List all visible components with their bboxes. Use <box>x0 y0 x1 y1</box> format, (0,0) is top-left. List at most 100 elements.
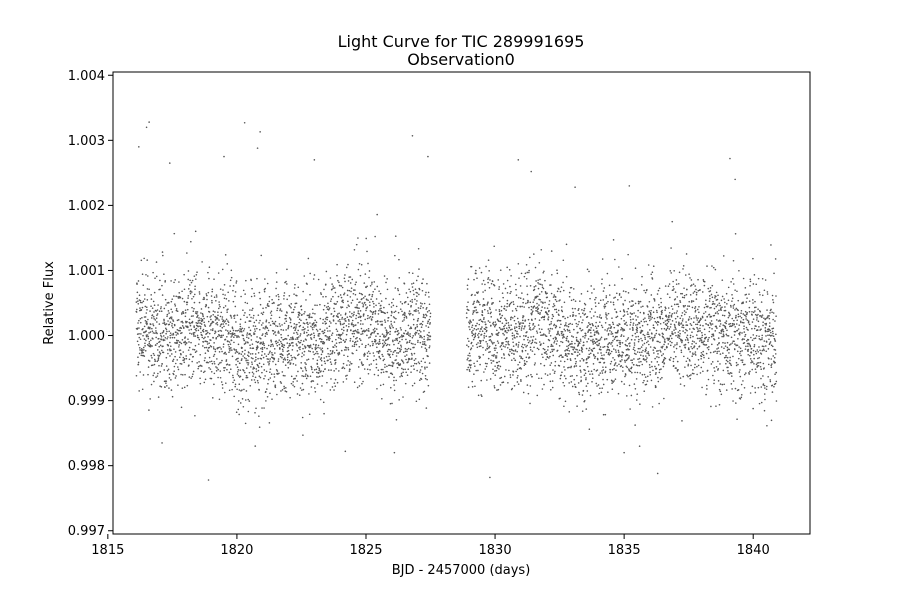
flux-point <box>608 327 610 329</box>
flux-point <box>695 317 698 319</box>
flux-point <box>313 322 315 324</box>
flux-point <box>659 341 661 344</box>
flux-point <box>395 379 398 382</box>
flux-point <box>417 307 420 309</box>
flux-point <box>611 368 614 371</box>
flux-point <box>263 407 265 409</box>
flux-point <box>213 353 216 356</box>
flux-point <box>208 266 211 268</box>
flux-point <box>160 306 162 308</box>
flux-point <box>554 326 557 329</box>
flux-point <box>590 285 592 287</box>
flux-point <box>323 341 326 344</box>
flux-point <box>244 293 246 295</box>
flux-point <box>654 334 656 337</box>
flux-point <box>136 333 139 335</box>
flux-point <box>336 313 339 315</box>
flux-point <box>520 329 523 331</box>
flux-point <box>691 352 694 354</box>
flux-point <box>180 342 183 345</box>
flux-point <box>580 376 582 378</box>
flux-point <box>246 354 249 357</box>
flux-point <box>404 382 407 385</box>
flux-point <box>145 312 148 314</box>
flux-point <box>631 313 634 315</box>
flux-point <box>638 301 640 303</box>
flux-point <box>605 316 607 318</box>
flux-point <box>655 386 657 388</box>
flux-point <box>475 309 478 311</box>
flux-point <box>583 302 586 305</box>
flux-point <box>574 307 576 310</box>
flux-point <box>721 314 724 317</box>
flux-point <box>589 394 592 397</box>
flux-point <box>697 330 700 332</box>
flux-point <box>302 375 305 378</box>
flux-point <box>352 323 354 326</box>
flux-point <box>507 324 510 327</box>
flux-point <box>277 298 280 301</box>
flux-point <box>305 299 307 301</box>
flux-point <box>237 357 239 360</box>
flux-point <box>661 376 663 379</box>
flux-point <box>253 333 256 335</box>
flux-point <box>567 341 570 343</box>
flux-point <box>289 305 291 308</box>
flux-point <box>589 373 591 375</box>
flux-point <box>148 342 151 345</box>
flux-point <box>166 385 168 387</box>
flux-point <box>394 349 397 352</box>
flux-point <box>550 343 553 346</box>
flux-point <box>394 310 397 313</box>
flux-point <box>507 340 510 343</box>
flux-point <box>389 330 392 333</box>
flux-point <box>708 313 711 316</box>
flux-point <box>241 327 244 330</box>
flux-point <box>639 326 641 329</box>
flux-point <box>643 379 645 382</box>
flux-point <box>186 301 189 304</box>
flux-point <box>589 329 592 331</box>
flux-point <box>398 399 400 401</box>
flux-point <box>607 346 609 349</box>
flux-point <box>219 376 222 379</box>
flux-point <box>648 315 650 318</box>
flux-point <box>259 303 262 306</box>
flux-point <box>353 332 356 335</box>
flux-point <box>392 362 395 364</box>
flux-point <box>274 363 277 366</box>
flux-point <box>477 369 479 372</box>
flux-point <box>247 398 250 401</box>
flux-point <box>236 314 239 316</box>
flux-point <box>348 364 351 366</box>
flux-point <box>497 342 500 344</box>
flux-point <box>261 334 263 337</box>
flux-point <box>161 362 163 365</box>
flux-point <box>279 355 282 358</box>
flux-point <box>326 318 328 321</box>
flux-point <box>217 346 220 349</box>
flux-point <box>224 351 227 354</box>
flux-point <box>679 329 681 332</box>
flux-point <box>269 392 271 395</box>
flux-point <box>160 336 163 338</box>
flux-point <box>311 308 314 311</box>
flux-point <box>636 323 639 326</box>
flux-point <box>296 380 298 382</box>
flux-point <box>675 367 677 369</box>
flux-point <box>635 353 637 355</box>
flux-point <box>368 364 371 366</box>
flux-point <box>142 374 145 376</box>
flux-point <box>691 343 693 345</box>
flux-point <box>578 349 581 352</box>
flux-point <box>690 364 692 367</box>
flux-point <box>674 298 677 300</box>
flux-point <box>286 342 289 344</box>
flux-point <box>305 339 307 341</box>
flux-point <box>280 382 283 384</box>
flux-point <box>565 275 568 278</box>
flux-point <box>284 359 287 361</box>
flux-point <box>404 314 406 317</box>
flux-point <box>417 317 420 320</box>
flux-point <box>672 360 675 363</box>
